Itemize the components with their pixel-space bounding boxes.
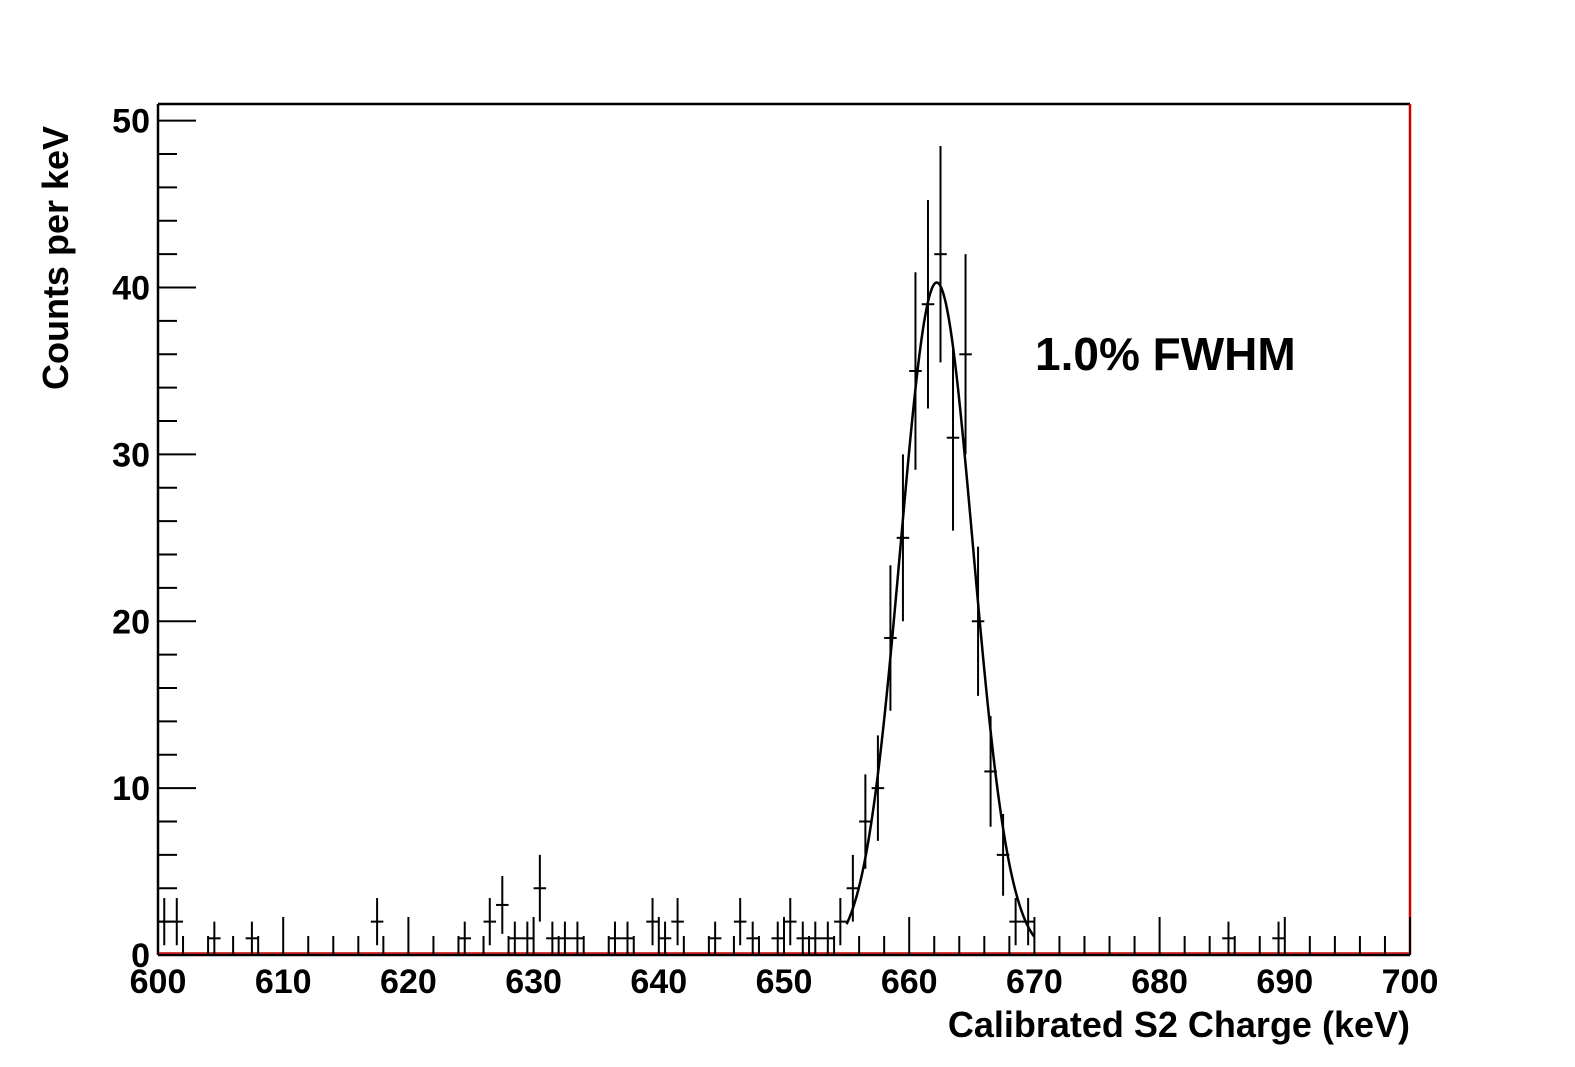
data-point bbox=[909, 272, 922, 470]
data-point bbox=[946, 344, 960, 531]
plot-frame bbox=[156, 102, 1412, 957]
data-point bbox=[934, 146, 947, 363]
data-point bbox=[871, 735, 885, 841]
data-point bbox=[971, 546, 985, 696]
data-point bbox=[208, 921, 221, 955]
x-tick-label: 700 bbox=[1382, 963, 1439, 1001]
data-point bbox=[658, 921, 672, 955]
x-tick-label: 600 bbox=[130, 963, 187, 1001]
y-tick-label: 20 bbox=[112, 603, 150, 641]
data-point bbox=[521, 921, 534, 955]
axis-ticks bbox=[157, 119, 1411, 956]
data-point bbox=[458, 921, 471, 955]
data-point bbox=[370, 898, 384, 946]
data-point bbox=[1272, 921, 1285, 955]
data-point bbox=[708, 921, 722, 955]
x-tick-label: 650 bbox=[756, 963, 813, 1001]
data-point bbox=[884, 565, 897, 711]
x-tick-label: 630 bbox=[505, 963, 562, 1001]
data-points bbox=[158, 146, 1285, 955]
data-point bbox=[959, 254, 972, 455]
data-point bbox=[621, 921, 634, 955]
data-point bbox=[170, 898, 184, 946]
data-point bbox=[508, 921, 522, 955]
data-point bbox=[796, 921, 810, 955]
x-tick-label: 660 bbox=[881, 963, 938, 1001]
data-point bbox=[646, 898, 659, 946]
axis-labels: 600 610 620 630 640 650 660 670 680 690 700 0 10 20 30… bbox=[112, 103, 1438, 1001]
data-point bbox=[821, 921, 835, 955]
x-tick-label: 670 bbox=[1006, 963, 1063, 1001]
data-point bbox=[158, 898, 171, 946]
y-axis-title: Counts per keV bbox=[35, 126, 76, 390]
data-point bbox=[1009, 898, 1022, 946]
data-point bbox=[1222, 921, 1235, 955]
fit-curve-group bbox=[845, 281, 1036, 938]
y-tick-label: 50 bbox=[112, 103, 150, 141]
data-point bbox=[558, 921, 572, 955]
gaussian-fit-curve bbox=[845, 281, 1036, 938]
y-tick-label: 30 bbox=[112, 436, 150, 474]
x-tick-label: 680 bbox=[1131, 963, 1188, 1001]
data-point bbox=[809, 921, 822, 955]
data-point bbox=[746, 921, 759, 955]
y-tick-label: 10 bbox=[112, 770, 150, 808]
data-point bbox=[733, 898, 747, 946]
data-point bbox=[834, 898, 847, 946]
data-point bbox=[245, 921, 259, 955]
data-point bbox=[483, 898, 497, 946]
data-point bbox=[496, 876, 509, 934]
y-tick-label: 0 bbox=[131, 937, 150, 975]
data-point bbox=[671, 898, 684, 946]
data-point bbox=[771, 921, 784, 955]
x-tick-label: 690 bbox=[1256, 963, 1313, 1001]
data-point bbox=[608, 921, 622, 955]
data-point bbox=[1021, 898, 1035, 946]
x-tick-label: 610 bbox=[255, 963, 312, 1001]
y-tick-label: 40 bbox=[112, 270, 150, 308]
data-point bbox=[546, 921, 559, 955]
x-tick-label: 620 bbox=[380, 963, 437, 1001]
data-point bbox=[784, 898, 797, 946]
data-point bbox=[896, 454, 910, 622]
data-point bbox=[571, 921, 584, 955]
data-point bbox=[533, 854, 547, 922]
x-tick-label: 640 bbox=[630, 963, 687, 1001]
x-axis-title: Calibrated S2 Charge (keV) bbox=[948, 1004, 1410, 1045]
fwhm-annotation: 1.0% FWHM bbox=[1035, 328, 1296, 380]
